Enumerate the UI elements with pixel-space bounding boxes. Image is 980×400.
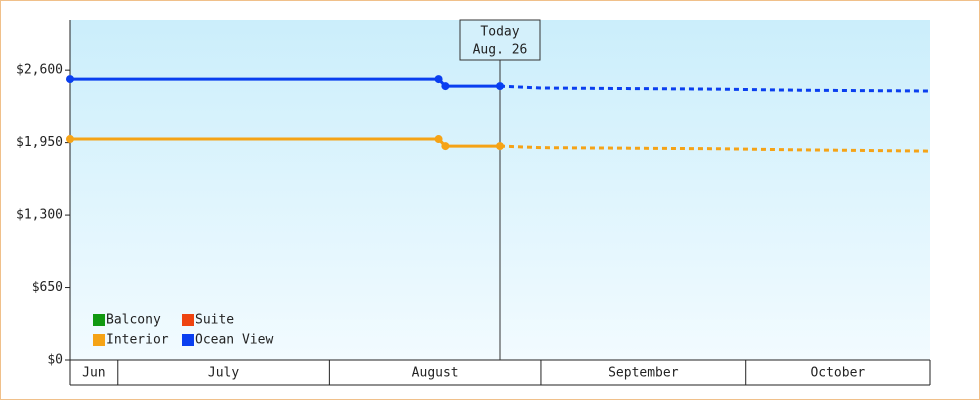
legend-swatch	[182, 314, 194, 326]
legend-swatch	[93, 334, 105, 346]
series-line	[70, 137, 500, 148]
legend-swatch	[182, 334, 194, 346]
series-line	[70, 77, 500, 88]
point	[66, 75, 74, 84]
point	[496, 142, 504, 151]
month-label: September	[608, 366, 679, 381]
point	[496, 82, 504, 91]
y-tick-label: $650	[32, 280, 63, 295]
legend-label: Interior	[106, 333, 169, 348]
forecast-line	[499, 84, 931, 93]
legend-swatch	[93, 314, 105, 326]
today-box	[459, 19, 541, 61]
y-tick-label: $1,950	[16, 135, 63, 150]
legend-label: Balcony	[106, 313, 161, 328]
forecast-line	[499, 144, 931, 153]
point	[434, 135, 443, 144]
month-label: Jun	[82, 366, 105, 381]
today-date: Aug. 26	[473, 43, 528, 58]
today-label: Today	[480, 25, 519, 40]
point	[66, 135, 74, 144]
y-tick-label: $1,300	[16, 208, 63, 223]
legend-label: Ocean View	[195, 333, 273, 348]
point	[441, 142, 450, 151]
month-label: October	[810, 366, 865, 381]
month-label: July	[208, 366, 239, 381]
point	[441, 82, 450, 91]
legend-label: Suite	[195, 313, 234, 328]
month-label: August	[412, 366, 459, 381]
y-tick-label: $2,600	[16, 63, 63, 78]
y-tick-label: $0	[47, 353, 63, 368]
point	[434, 75, 443, 84]
